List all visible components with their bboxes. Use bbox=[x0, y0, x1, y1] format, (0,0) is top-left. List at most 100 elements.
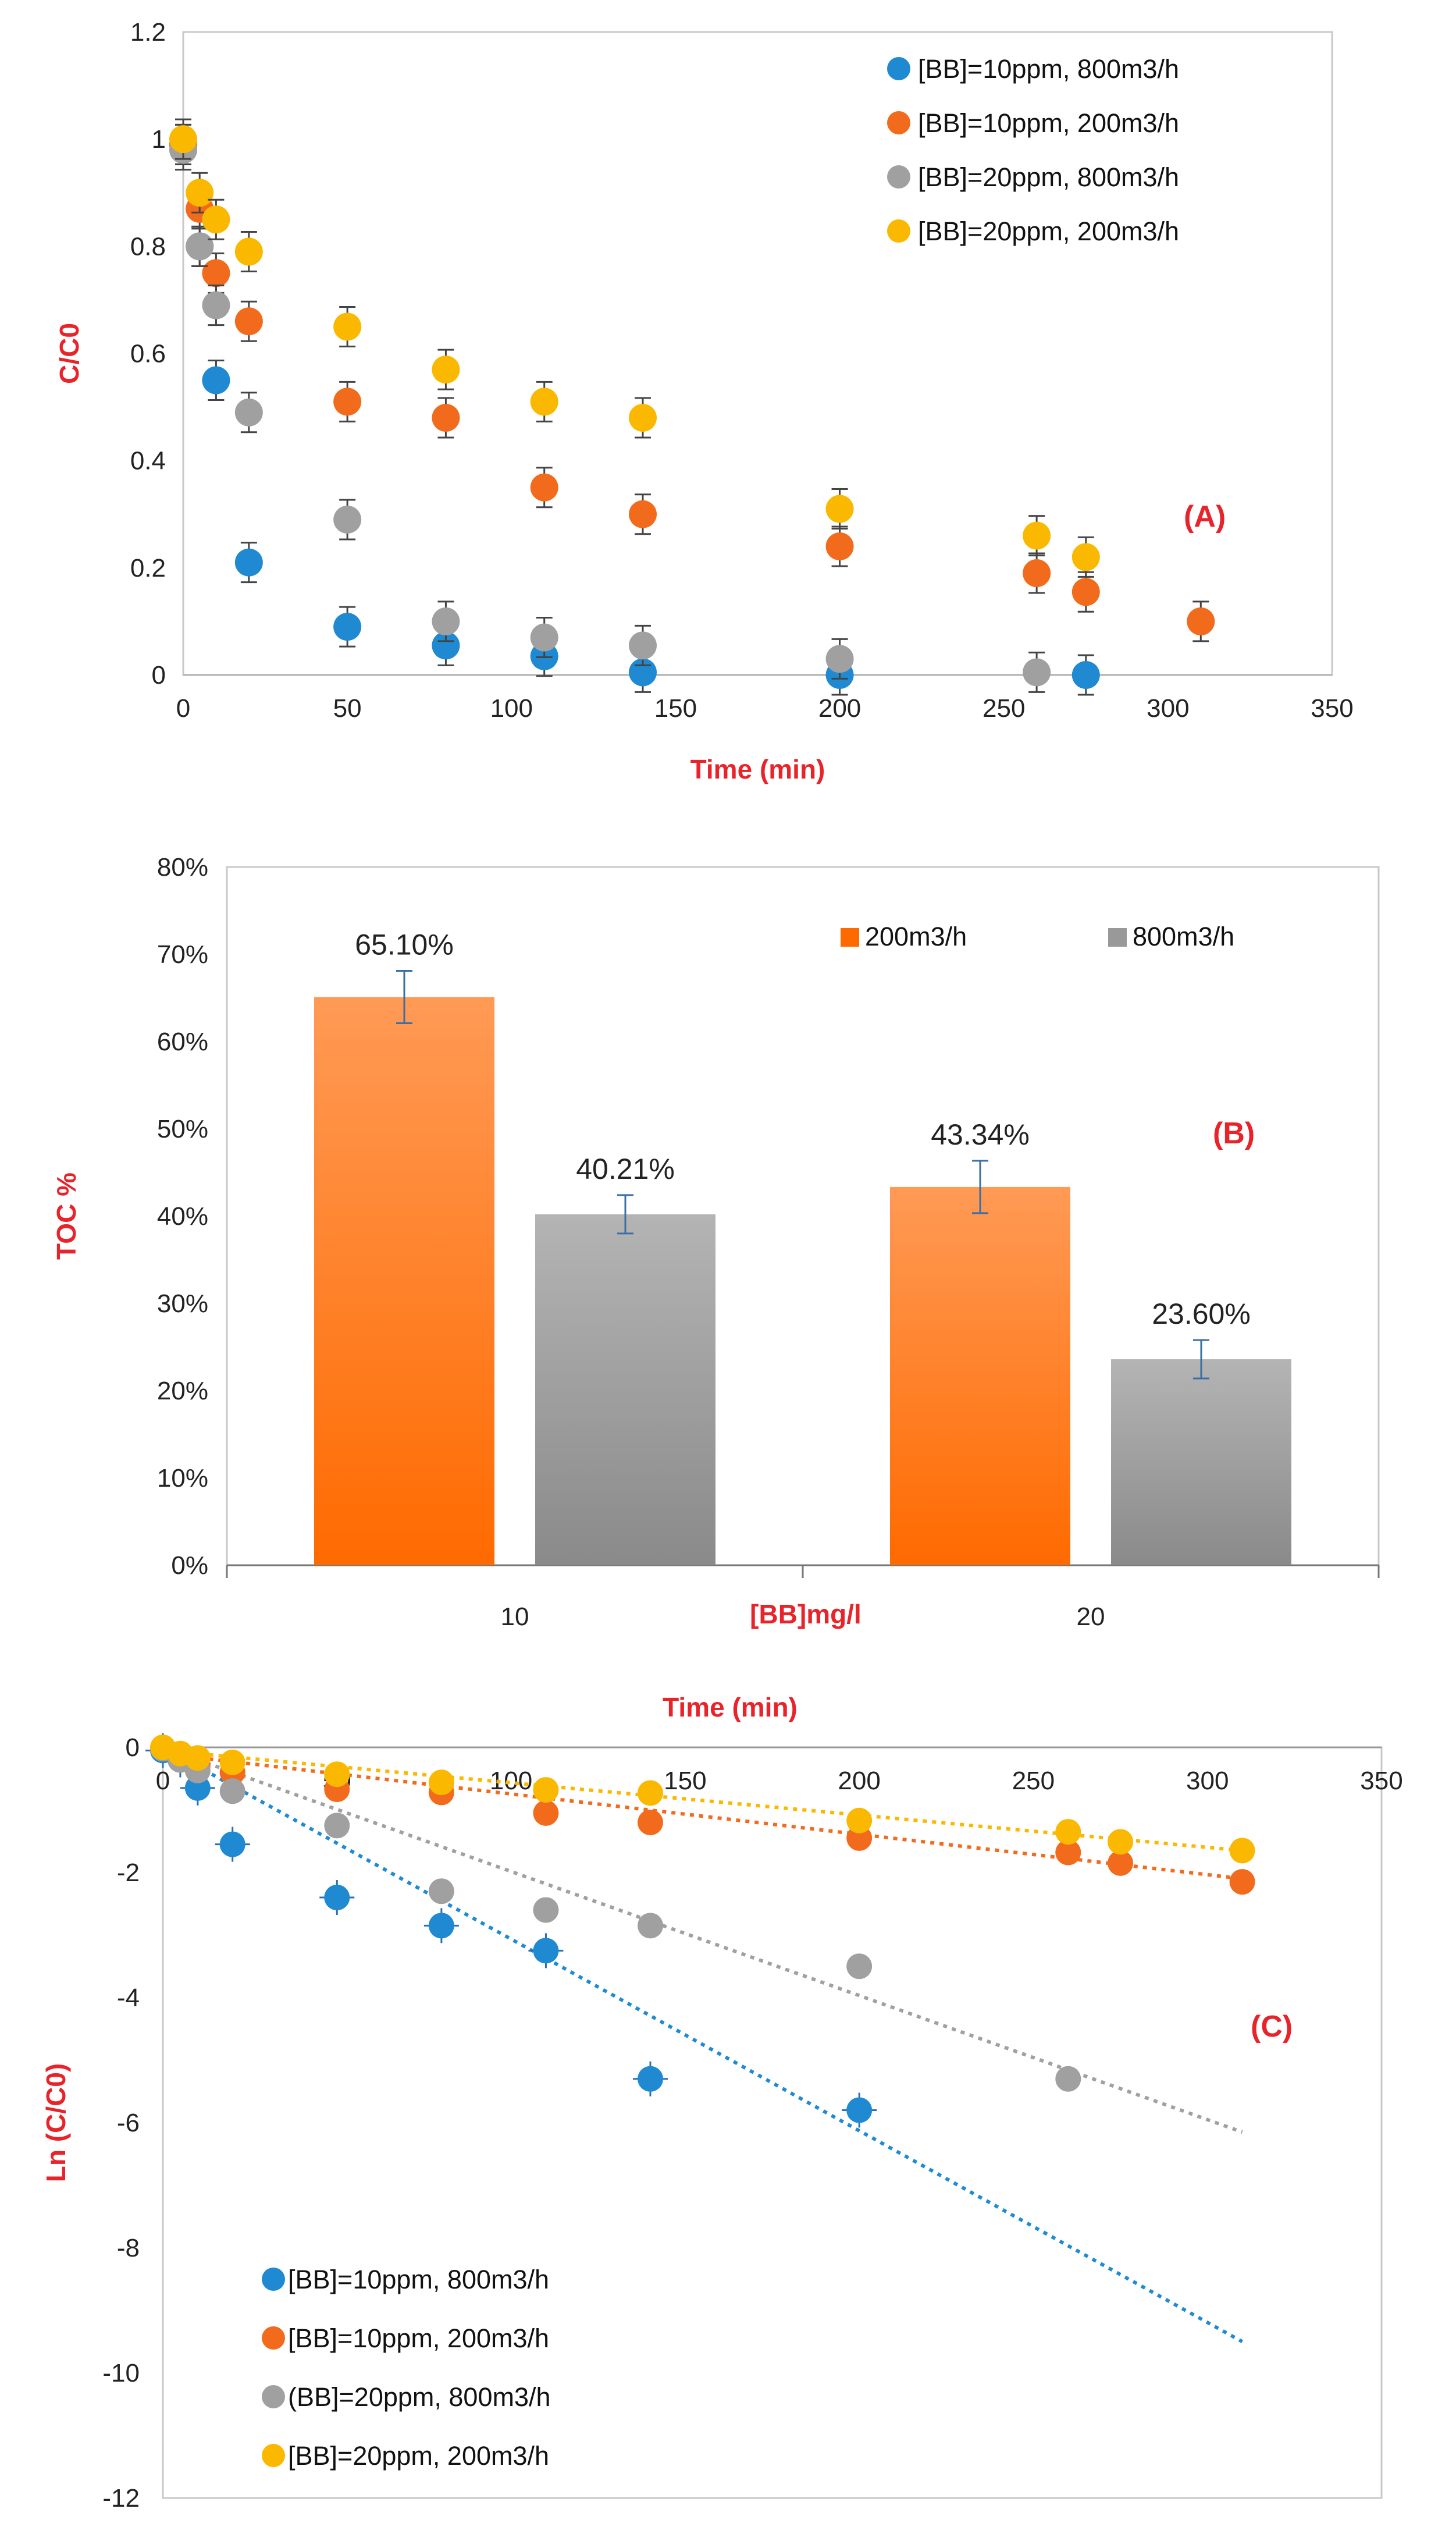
legend-label: [BB]=10ppm, 800m3/h bbox=[918, 54, 1179, 84]
legend-label: [BB]=20ppm, 200m3/h bbox=[918, 216, 1179, 246]
data-point bbox=[638, 1780, 663, 1806]
legend-marker bbox=[887, 57, 910, 80]
data-point bbox=[1055, 1839, 1081, 1865]
data-point bbox=[846, 1825, 873, 1851]
data-point bbox=[432, 607, 460, 635]
data-label: 40.21% bbox=[576, 1153, 675, 1185]
legend-marker bbox=[262, 2385, 285, 2408]
bar bbox=[535, 1214, 715, 1565]
data-point bbox=[1055, 1819, 1081, 1845]
data-point bbox=[846, 1953, 873, 1980]
data-point bbox=[825, 645, 854, 673]
data-point bbox=[333, 312, 362, 341]
data-point bbox=[533, 1800, 559, 1826]
bar bbox=[890, 1186, 1070, 1565]
y-tick-label: 10% bbox=[157, 1464, 208, 1493]
data-point bbox=[333, 505, 362, 534]
data-point bbox=[324, 1813, 350, 1839]
legend-marker bbox=[1108, 928, 1127, 947]
data-point bbox=[202, 259, 230, 287]
data-point bbox=[324, 1885, 350, 1910]
data-point bbox=[219, 1831, 245, 1857]
trend-line bbox=[162, 1746, 1243, 2134]
y-tick-label: 0.2 bbox=[130, 554, 166, 582]
legend-marker bbox=[262, 2268, 285, 2291]
data-point bbox=[234, 548, 263, 577]
data-point bbox=[186, 179, 214, 207]
data-point bbox=[629, 631, 657, 660]
x-tick-label: 350 bbox=[1311, 694, 1353, 723]
data-point bbox=[1071, 543, 1100, 571]
data-point bbox=[1229, 1838, 1255, 1864]
y-tick-label: -6 bbox=[117, 2109, 140, 2137]
data-point bbox=[219, 1778, 245, 1804]
legend-label: [BB]=20ppm, 800m3/h bbox=[918, 162, 1179, 192]
chart-b: 0% 10% 20% 30% 40% 50% 60% 70% 80% 10 65.10% 40.21%… bbox=[51, 853, 1380, 1631]
y-tick-label: 70% bbox=[157, 940, 208, 969]
data-point bbox=[432, 404, 460, 432]
y-tick-label: 30% bbox=[157, 1289, 208, 1318]
y-tick-label: 1.2 bbox=[130, 18, 166, 47]
data-point bbox=[1023, 559, 1051, 588]
legend-label: 200m3/h bbox=[865, 922, 967, 951]
y-tick-label: 1 bbox=[152, 125, 166, 154]
data-point bbox=[202, 366, 230, 395]
data-point bbox=[202, 205, 230, 234]
bar bbox=[1111, 1359, 1291, 1565]
data-point bbox=[846, 2097, 873, 2123]
y-tick-label: -2 bbox=[117, 1859, 140, 1887]
y-tick-label: 0.4 bbox=[130, 447, 166, 475]
data-point bbox=[1187, 607, 1215, 635]
data-point bbox=[333, 388, 362, 416]
data-point bbox=[184, 1775, 211, 1801]
x-axis-label: Time (min) bbox=[690, 754, 825, 784]
data-point bbox=[530, 388, 558, 416]
y-tick-label: -10 bbox=[102, 2359, 140, 2387]
x-tick-label: 200 bbox=[818, 694, 861, 723]
legend-marker bbox=[887, 111, 910, 134]
legend-label: [BB]=10ppm, 800m3/h bbox=[288, 2265, 549, 2294]
data-point bbox=[1071, 661, 1100, 689]
legend-label: 800m3/h bbox=[1133, 922, 1234, 951]
legend-label: (BB]=20ppm, 800m3/h bbox=[288, 2382, 551, 2412]
data-point bbox=[530, 623, 558, 652]
x-tick-label: 0 bbox=[176, 694, 190, 723]
data-point bbox=[1055, 2066, 1081, 2092]
y-axis-label: TOC % bbox=[51, 1172, 81, 1260]
panel-label: (C) bbox=[1251, 2010, 1293, 2044]
trend-line bbox=[162, 1746, 1244, 2343]
data-point bbox=[1108, 1829, 1134, 1855]
data-point bbox=[825, 495, 854, 523]
data-label: 43.34% bbox=[931, 1118, 1030, 1151]
x-axis-label: Time (min) bbox=[663, 1692, 798, 1722]
data-point bbox=[1023, 658, 1051, 687]
y-tick-label: 50% bbox=[157, 1115, 208, 1143]
data-point bbox=[234, 237, 263, 266]
data-point bbox=[530, 473, 558, 502]
x-tick-label: 0 bbox=[156, 1767, 170, 1795]
data-point bbox=[186, 232, 214, 261]
data-point bbox=[629, 404, 657, 432]
data-point bbox=[432, 631, 460, 660]
y-tick-label: 0.6 bbox=[130, 340, 166, 368]
x-tick-label: 200 bbox=[838, 1767, 880, 1795]
y-tick-label: -8 bbox=[117, 2234, 140, 2262]
data-point bbox=[533, 1938, 559, 1964]
panel-label: (A) bbox=[1184, 500, 1226, 534]
data-point bbox=[333, 613, 362, 641]
y-axis-label: C/C0 bbox=[54, 323, 84, 384]
panel-label: (B) bbox=[1213, 1117, 1255, 1150]
data-point bbox=[1071, 578, 1100, 606]
data-point bbox=[184, 1745, 211, 1771]
legend-label: [BB]=20ppm, 200m3/h bbox=[288, 2441, 549, 2471]
y-tick-label: 40% bbox=[157, 1202, 208, 1231]
y-tick-label: 60% bbox=[157, 1028, 208, 1056]
data-label: 23.60% bbox=[1152, 1298, 1251, 1330]
data-point bbox=[428, 1769, 454, 1796]
x-tick-label: 300 bbox=[1147, 694, 1189, 723]
y-axis-label: Ln (C/C0) bbox=[41, 2063, 71, 2182]
legend-label: [BB]=10ppm, 200m3/h bbox=[288, 2323, 549, 2353]
data-point bbox=[234, 398, 263, 427]
bar bbox=[314, 997, 494, 1565]
